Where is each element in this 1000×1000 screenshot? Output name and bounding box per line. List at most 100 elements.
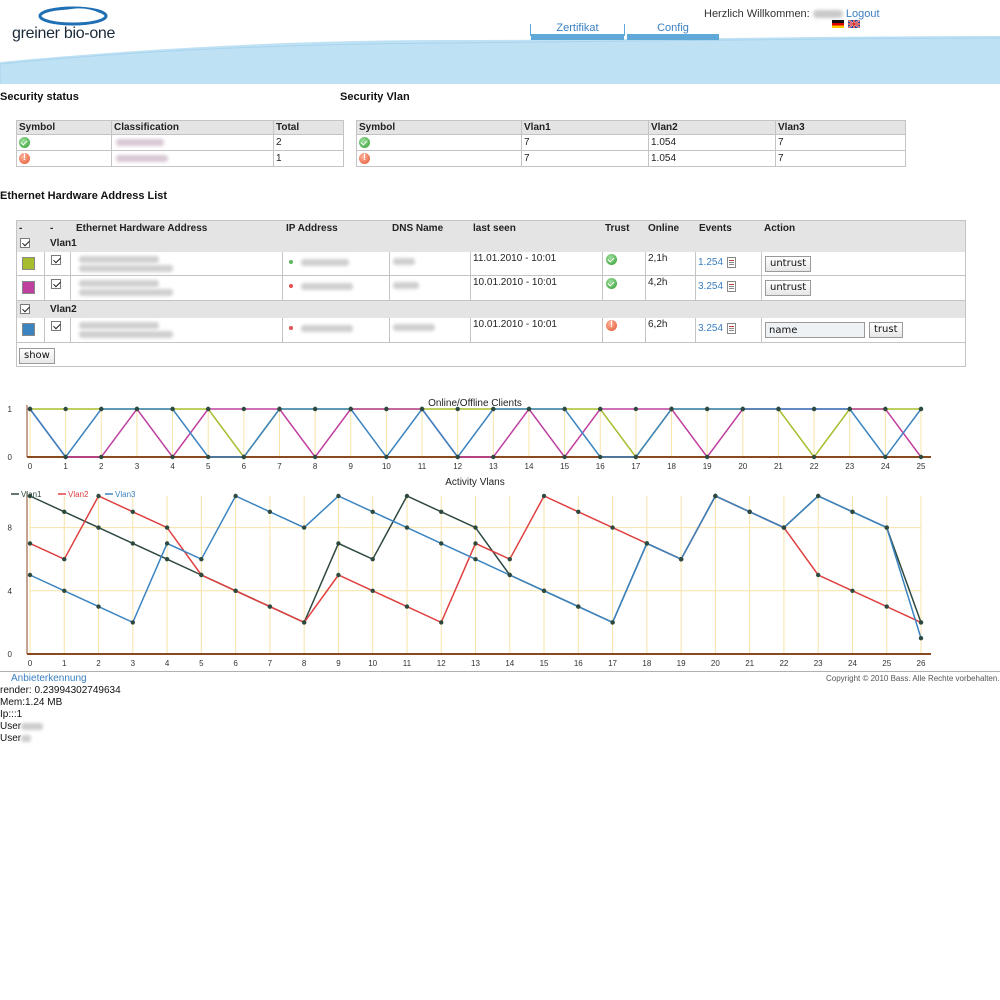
x-tick-label: 21 [774, 462, 783, 471]
row-checkbox[interactable] [51, 279, 61, 289]
events-link[interactable]: 3.254 [698, 281, 724, 292]
data-point [99, 406, 104, 412]
data-point [419, 406, 425, 412]
x-tick-label: 9 [349, 462, 354, 471]
data-point [164, 541, 170, 546]
total-cell: 2 [273, 134, 344, 151]
redacted-text [301, 324, 353, 332]
offline-status-dot [289, 326, 293, 331]
data-point [404, 493, 410, 499]
online-duration: 6,2h [648, 319, 668, 330]
data-point [704, 406, 710, 412]
redacted-text [21, 722, 44, 730]
data-point [277, 406, 282, 412]
x-tick-label: 0 [28, 659, 33, 668]
data-point [199, 557, 204, 562]
data-point [811, 406, 817, 412]
data-point [781, 525, 787, 530]
anbieterkennung-link[interactable]: Anbieterkennung [11, 673, 87, 684]
events-link[interactable]: 3.254 [698, 323, 724, 334]
security-status-table: Symbol Classification Total 2 1 [16, 120, 344, 167]
online-status-dot [289, 260, 293, 265]
vlan-color-swatch [22, 323, 35, 336]
x-tick-label: 19 [703, 462, 712, 471]
untrust-button[interactable]: untrust [765, 280, 812, 296]
x-tick-label: 2 [96, 659, 101, 668]
data-point [404, 604, 410, 609]
table-row: 10.01.2010 - 10:01 6,2h 3.254 trust [17, 318, 965, 343]
x-tick-label: 11 [418, 462, 427, 471]
ok-status-icon [19, 136, 30, 148]
warning-status-icon [19, 152, 30, 164]
trust-button[interactable]: trust [869, 322, 903, 338]
x-tick-label: 23 [845, 462, 854, 471]
x-tick-label: 25 [882, 659, 891, 668]
events-cell: 3.254 [696, 318, 762, 343]
device-name-input[interactable] [765, 322, 865, 338]
ethernet-address-table: - - Ethernet Hardware Address IP Address… [16, 220, 966, 367]
uk-flag-icon[interactable] [848, 20, 861, 28]
chart-title: Online/Offline Clients [428, 398, 522, 409]
table-header-row: Symbol Vlan1 Vlan2 Vlan3 [356, 120, 906, 135]
symbol-cell [16, 150, 112, 167]
x-tick-label: 13 [471, 659, 480, 668]
activity-vlans-chart: 0 1 2 3 4 5 6 7 8 9 10 11 12 13 14 15 16 17 18 19 20 21 22 23 24… [8, 477, 931, 668]
logout-link[interactable]: Logout [845, 8, 880, 20]
x-tick-label: 3 [131, 659, 136, 668]
event-log-icon[interactable] [727, 281, 737, 292]
data-point [776, 406, 781, 412]
chart-title: Activity Vlans [445, 477, 504, 488]
data-point [473, 541, 478, 546]
x-tick-label: 17 [608, 659, 617, 668]
x-tick-label: 20 [738, 462, 747, 471]
data-point [384, 406, 389, 412]
welcome-area: Herzlich Willkommen: Logout [704, 8, 880, 20]
untrust-button[interactable]: untrust [765, 256, 812, 272]
redacted-text [393, 324, 435, 331]
x-tick-label: 11 [403, 659, 412, 668]
data-point [130, 509, 136, 514]
language-flags [832, 19, 861, 31]
event-log-icon[interactable] [727, 257, 737, 268]
x-tick-label: 8 [313, 462, 318, 471]
column-header: Ethernet Hardware Address [76, 223, 208, 234]
security-vlan-title: Security Vlan [340, 91, 410, 103]
row-checkbox[interactable] [51, 255, 61, 265]
data-point [199, 572, 204, 578]
group-checkbox[interactable] [20, 304, 30, 314]
data-point [336, 572, 341, 578]
nav-tab-config[interactable]: Config [627, 22, 719, 40]
event-log-icon[interactable] [727, 323, 737, 334]
dns-cell [390, 252, 471, 276]
group-checkbox[interactable] [20, 238, 30, 248]
table-row: 10.01.2010 - 10:01 4,2h 3.254 untrust [17, 276, 965, 301]
events-link[interactable]: 1.254 [698, 257, 724, 268]
row-checkbox[interactable] [51, 321, 61, 331]
memory-usage: Mem:1.24 MB [0, 697, 63, 708]
data-point [348, 406, 353, 412]
copyright-text: Copyright © 2010 Bass. Alle Rechte vorbe… [826, 674, 1000, 683]
data-point [562, 406, 567, 412]
x-tick-label: 15 [560, 462, 569, 471]
x-tick-label: 10 [382, 462, 391, 471]
ip-info: Ip:::1 [0, 709, 23, 720]
data-point [62, 557, 67, 562]
german-flag-icon[interactable] [832, 20, 844, 28]
action-cell: trust [762, 318, 965, 343]
action-cell: untrust [762, 276, 965, 301]
redacted-text [79, 280, 159, 287]
column-header: last seen [473, 223, 516, 234]
online-duration: 4,2h [648, 277, 668, 288]
nav-tab-zertifikat[interactable]: Zertifikat [531, 22, 624, 40]
trust-cell [603, 252, 646, 276]
show-button[interactable]: show [19, 348, 55, 364]
data-point [918, 636, 924, 641]
data-point [233, 493, 238, 499]
last-seen-cell: 11.01.2010 - 10:01 [471, 252, 603, 276]
data-point [644, 541, 650, 546]
data-point [63, 454, 68, 460]
x-tick-label: 0 [28, 462, 33, 471]
x-tick-label: 26 [917, 659, 926, 668]
redacted-text [393, 282, 419, 289]
data-point [884, 525, 889, 530]
